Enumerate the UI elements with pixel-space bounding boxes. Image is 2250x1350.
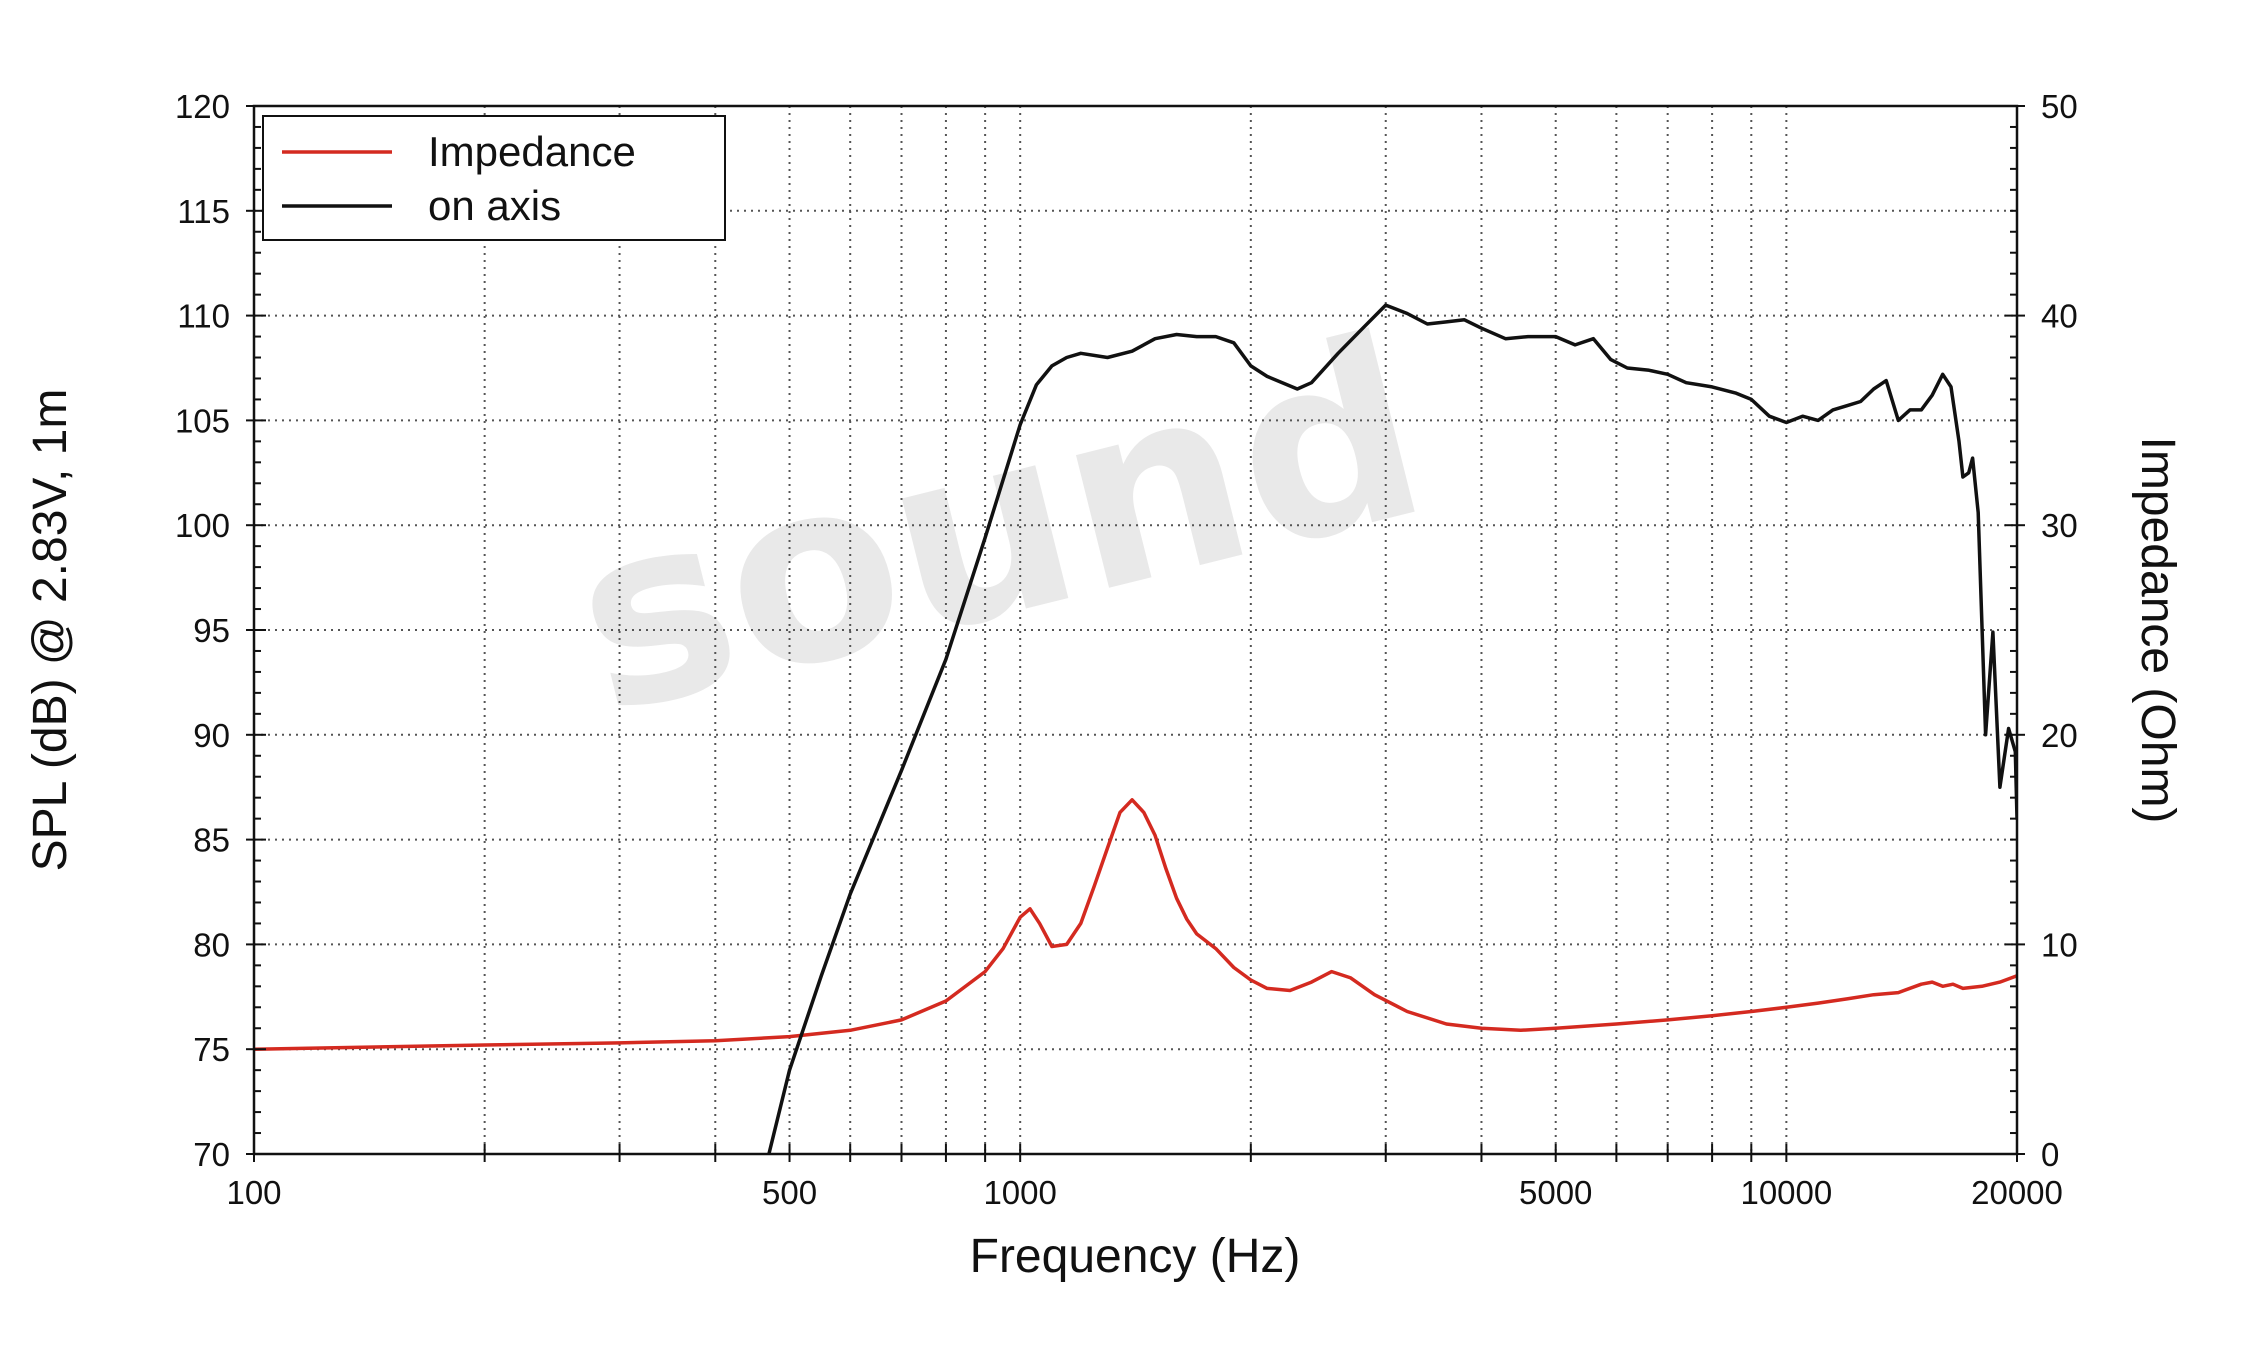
y-tick-label: 100 — [175, 507, 230, 544]
legend: Impedance on axis — [262, 115, 726, 241]
series-layer — [254, 303, 2017, 1154]
y2-tick-label: 50 — [2041, 88, 2078, 125]
y-tick-label: 90 — [193, 717, 230, 754]
ticks — [246, 105, 2025, 1162]
y2-axis-title: Impedance (Ohm) — [2131, 437, 2184, 824]
watermark: sound — [549, 281, 1449, 770]
tick-labels: 70 75 80 85 90 95 100 105 110 115 120 0 10 20 30 40 50 10… — [175, 88, 2078, 1211]
x-tick-label: 100 — [226, 1174, 281, 1211]
series-line-impedance — [254, 798, 2017, 1051]
x-tick-label: 1000 — [983, 1174, 1056, 1211]
y-tick-label: 105 — [175, 402, 230, 439]
x-tick-label: 10000 — [1740, 1174, 1832, 1211]
legend-label-on-axis: on axis — [428, 182, 561, 229]
y-axis-title: SPL (dB) @ 2.83V, 1m — [24, 389, 77, 872]
y-tick-label: 110 — [177, 298, 230, 335]
x-tick-label: 20000 — [1971, 1174, 2063, 1211]
x-tick-label: 5000 — [1519, 1174, 1592, 1211]
y-tick-label: 85 — [193, 822, 230, 859]
y2-tick-label: 30 — [2041, 507, 2078, 544]
y-tick-label: 120 — [175, 88, 230, 125]
y2-tick-label: 10 — [2041, 926, 2078, 963]
y-tick-label: 95 — [193, 612, 230, 649]
legend-label-impedance: Impedance — [428, 128, 636, 175]
y2-tick-label: 20 — [2041, 717, 2078, 754]
x-axis-title: Frequency (Hz) — [970, 1230, 1301, 1283]
legend-box — [262, 115, 726, 241]
y-tick-label: 115 — [177, 193, 230, 230]
y2-tick-label: 40 — [2041, 298, 2078, 335]
y-tick-label: 70 — [193, 1136, 230, 1173]
series-line-on-axis — [767, 303, 2017, 1154]
y-tick-label: 75 — [193, 1031, 230, 1068]
y2-tick-label: 0 — [2041, 1136, 2059, 1173]
x-tick-label: 500 — [762, 1174, 817, 1211]
y-tick-label: 80 — [193, 926, 230, 963]
